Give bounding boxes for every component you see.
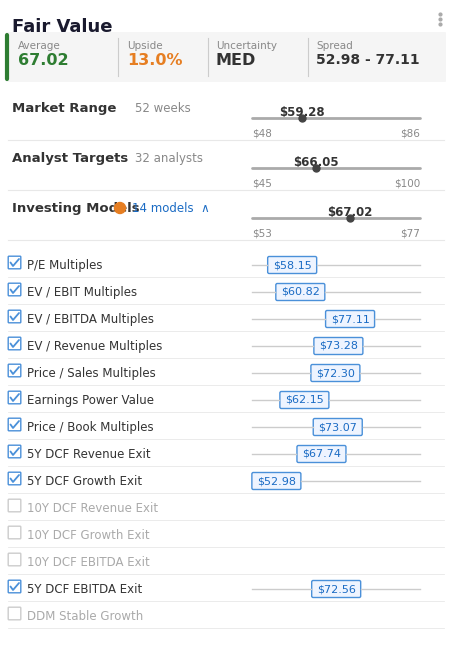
Text: $52.98: $52.98 (256, 476, 295, 486)
Text: Upside: Upside (127, 41, 162, 51)
FancyBboxPatch shape (8, 499, 21, 512)
Text: 10Y DCF Revenue Exit: 10Y DCF Revenue Exit (27, 502, 158, 515)
FancyBboxPatch shape (313, 337, 362, 354)
Text: 67.02: 67.02 (18, 53, 69, 68)
FancyBboxPatch shape (8, 364, 21, 377)
Text: $67.74: $67.74 (301, 449, 340, 459)
Text: 32 analysts: 32 analysts (135, 152, 202, 165)
FancyBboxPatch shape (313, 419, 361, 436)
Text: EV / EBIT Multiples: EV / EBIT Multiples (27, 286, 137, 299)
Text: $67.02: $67.02 (327, 206, 372, 219)
FancyBboxPatch shape (8, 580, 21, 593)
Text: $73.28: $73.28 (318, 341, 357, 351)
FancyBboxPatch shape (311, 580, 360, 597)
FancyBboxPatch shape (296, 445, 345, 462)
Text: Average: Average (18, 41, 60, 51)
Text: MED: MED (216, 53, 256, 68)
Text: $59.28: $59.28 (278, 106, 324, 119)
FancyBboxPatch shape (279, 392, 328, 409)
Text: P/E Multiples: P/E Multiples (27, 259, 102, 272)
Text: $62.15: $62.15 (285, 395, 323, 405)
FancyBboxPatch shape (251, 472, 300, 489)
Circle shape (114, 202, 125, 214)
FancyBboxPatch shape (6, 32, 445, 82)
Text: $77: $77 (399, 228, 419, 238)
Text: 5Y DCF Growth Exit: 5Y DCF Growth Exit (27, 475, 142, 488)
Text: $58.15: $58.15 (272, 260, 311, 270)
Text: 10Y DCF EBITDA Exit: 10Y DCF EBITDA Exit (27, 556, 149, 569)
Text: $60.82: $60.82 (280, 287, 319, 297)
Text: EV / EBITDA Multiples: EV / EBITDA Multiples (27, 313, 154, 326)
FancyBboxPatch shape (8, 553, 21, 566)
Text: Uncertainty: Uncertainty (216, 41, 276, 51)
FancyBboxPatch shape (310, 364, 359, 381)
FancyBboxPatch shape (325, 310, 374, 328)
Text: $45: $45 (252, 178, 271, 188)
Text: Spread: Spread (315, 41, 352, 51)
FancyBboxPatch shape (8, 256, 21, 269)
Text: 14 models  ∧: 14 models ∧ (132, 202, 209, 215)
FancyBboxPatch shape (8, 526, 21, 539)
Text: $72.30: $72.30 (315, 368, 354, 378)
Text: Analyst Targets: Analyst Targets (12, 152, 128, 165)
Text: 13.0%: 13.0% (127, 53, 182, 68)
FancyBboxPatch shape (8, 418, 21, 431)
Text: $73.07: $73.07 (318, 422, 356, 432)
Text: Price / Sales Multiples: Price / Sales Multiples (27, 367, 156, 380)
Text: 52.98 - 77.11: 52.98 - 77.11 (315, 53, 419, 67)
Text: Earnings Power Value: Earnings Power Value (27, 394, 154, 407)
FancyBboxPatch shape (275, 284, 324, 301)
Text: $48: $48 (252, 128, 271, 138)
Text: 52 weeks: 52 weeks (135, 102, 190, 115)
FancyBboxPatch shape (8, 310, 21, 323)
Text: 10Y DCF Growth Exit: 10Y DCF Growth Exit (27, 529, 149, 542)
Text: Market Range: Market Range (12, 102, 116, 115)
Text: $53: $53 (252, 228, 271, 238)
FancyBboxPatch shape (8, 472, 21, 485)
Text: Fair Value: Fair Value (12, 18, 112, 36)
FancyBboxPatch shape (8, 391, 21, 403)
Text: $72.56: $72.56 (316, 584, 355, 594)
Text: Investing Models: Investing Models (12, 202, 139, 215)
FancyBboxPatch shape (8, 283, 21, 296)
Text: 5Y DCF Revenue Exit: 5Y DCF Revenue Exit (27, 448, 150, 461)
FancyBboxPatch shape (8, 607, 21, 620)
Text: Price / Book Multiples: Price / Book Multiples (27, 421, 153, 434)
Text: EV / Revenue Multiples: EV / Revenue Multiples (27, 340, 162, 353)
Text: DDM Stable Growth: DDM Stable Growth (27, 610, 143, 623)
Text: 5Y DCF EBITDA Exit: 5Y DCF EBITDA Exit (27, 583, 142, 596)
Text: $86: $86 (399, 128, 419, 138)
Text: $100: $100 (393, 178, 419, 188)
Text: i: i (118, 204, 121, 212)
FancyBboxPatch shape (8, 445, 21, 458)
Text: $66.05: $66.05 (293, 156, 338, 169)
FancyBboxPatch shape (8, 337, 21, 350)
FancyBboxPatch shape (267, 257, 316, 274)
Text: $77.11: $77.11 (330, 314, 369, 324)
